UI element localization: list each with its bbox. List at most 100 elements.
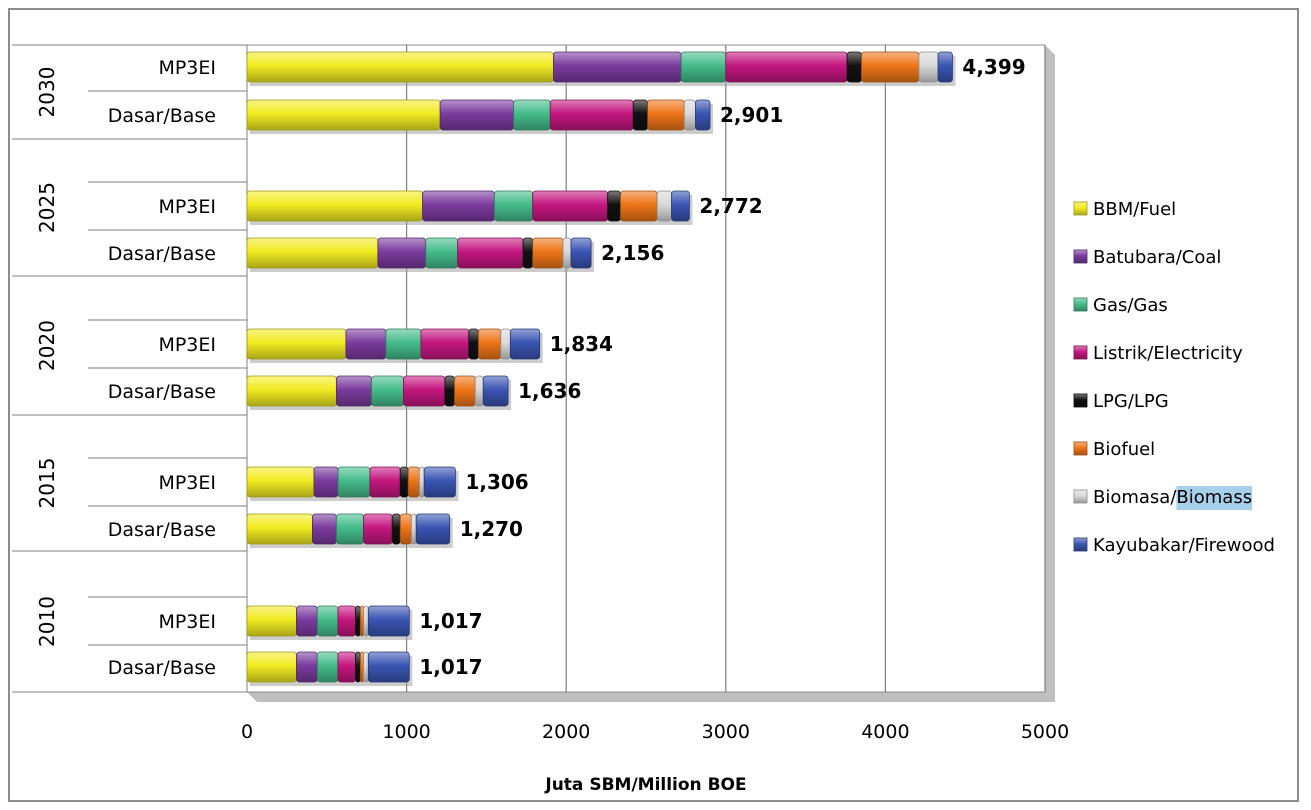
bar-segment-batubara-coal: [335, 375, 372, 407]
x-tick-label: 4000: [861, 721, 909, 743]
total-label: 2,156: [601, 241, 664, 265]
bar-segment-biofuel: [359, 651, 364, 683]
bar-segment-lpg-lpg: [468, 328, 479, 360]
year-label: 2010: [35, 596, 59, 647]
total-label: 2,901: [720, 103, 783, 127]
bar-segment-biomasa-biomass: [363, 651, 369, 683]
legend-label: Biofuel: [1093, 439, 1155, 460]
bar-segment-kayubakar-firewood: [367, 651, 410, 683]
bar-segment-listrik-electricity: [337, 651, 356, 683]
bar-segment-biofuel: [647, 99, 685, 131]
bar-segment-kayubakar-firewood: [509, 328, 541, 360]
bar-segment-batubara-coal: [312, 513, 337, 545]
bar-segment-bbm-fuel: [246, 651, 297, 683]
legend-swatch: [1073, 249, 1088, 264]
plot-right-wall: [1045, 45, 1055, 702]
bar-segment-kayubakar-firewood: [937, 51, 953, 83]
bar-segment-kayubakar-firewood: [423, 466, 456, 498]
year-label: 2025: [35, 182, 59, 233]
legend-label: Listrik/Electricity: [1093, 343, 1243, 364]
bar-segment-batubara-coal: [313, 466, 339, 498]
bar-segment-biomasa-biomass: [656, 190, 672, 222]
bar-segment-listrik-electricity: [369, 466, 401, 498]
bar-segment-batubara-coal: [296, 651, 318, 683]
legend-swatch: [1073, 537, 1088, 552]
year-label: 2020: [35, 320, 59, 371]
bar-segment-gas-gas: [316, 651, 339, 683]
total-label: 1,017: [419, 609, 482, 633]
legend-swatch: [1073, 297, 1088, 312]
legend-swatch: [1073, 441, 1088, 456]
bar-segment-biomasa-biomass: [683, 99, 696, 131]
bar-segment-biofuel: [454, 375, 476, 407]
bar-segment-biofuel: [861, 51, 920, 83]
bar-segment-batubara-coal: [422, 190, 495, 222]
bar-segment-gas-gas: [371, 375, 404, 407]
category-label: MP3EI: [158, 196, 216, 218]
bar-segment-bbm-fuel: [246, 99, 441, 131]
bar-segment-gas-gas: [425, 237, 459, 269]
category-label: MP3EI: [158, 611, 216, 633]
bar-segment-bbm-fuel: [246, 51, 554, 83]
text-selection-highlight: [1176, 486, 1253, 510]
legend-swatch: [1073, 393, 1088, 408]
total-label: 1,834: [550, 332, 613, 356]
bar-segment-biomasa-biomass: [500, 328, 511, 360]
bar-segment-bbm-fuel: [246, 190, 423, 222]
bar-segment-gas-gas: [337, 466, 371, 498]
plot-area: [246, 44, 1046, 693]
bar-segment-kayubakar-firewood: [367, 605, 410, 637]
bar-segment-gas-gas: [513, 99, 551, 131]
bar-segment-bbm-fuel: [246, 466, 315, 498]
bar-segment-batubara-coal: [553, 51, 682, 83]
x-tick-label: 5000: [1021, 721, 1069, 743]
bar-segment-bbm-fuel: [246, 513, 313, 545]
x-axis-title: Juta SBM/Million BOE: [544, 775, 746, 795]
bar-segment-bbm-fuel: [246, 605, 297, 637]
bar-segment-lpg-lpg: [522, 237, 534, 269]
bar-segment-batubara-coal: [377, 237, 427, 269]
bar-segment-listrik-electricity: [363, 513, 393, 545]
bar-segment-biomasa-biomass: [418, 466, 425, 498]
total-label: 1,306: [465, 470, 528, 494]
bar-segment-biomasa-biomass: [410, 513, 417, 545]
year-label: 2015: [35, 458, 59, 509]
bar-segment-listrik-electricity: [337, 605, 356, 637]
total-label: 1,636: [518, 379, 581, 403]
bar-segment-biomasa-biomass: [363, 605, 369, 637]
x-tick-label: 0: [241, 721, 253, 743]
bar-segment-biomasa-biomass: [474, 375, 484, 407]
bar-segment-gas-gas: [385, 328, 422, 360]
bar-segment-biofuel: [359, 605, 364, 637]
bar-segment-biofuel: [399, 513, 412, 545]
bar-segment-listrik-electricity: [549, 99, 634, 131]
bar-segment-kayubakar-firewood: [695, 99, 711, 131]
category-label: Dasar/Base: [108, 243, 216, 265]
bar-segment-biofuel: [407, 466, 420, 498]
bar-segment-lpg-lpg: [391, 513, 401, 545]
bar-segment-listrik-electricity: [532, 190, 609, 222]
bar-segment-lpg-lpg: [399, 466, 409, 498]
legend-label: Gas/Gas: [1093, 295, 1168, 316]
bar-segment-biofuel: [620, 190, 658, 222]
legend-label: LPG/LPG: [1093, 391, 1169, 412]
bar-segment-kayubakar-firewood: [482, 375, 509, 407]
bar-segment-kayubakar-firewood: [570, 237, 592, 269]
bar-segment-listrik-electricity: [725, 51, 848, 83]
legend-label: Kayubakar/Firewood: [1093, 535, 1275, 556]
legend-label: BBM/Fuel: [1093, 199, 1176, 220]
bar-segment-bbm-fuel: [246, 375, 337, 407]
category-label: Dasar/Base: [108, 105, 216, 127]
bar-segment-biofuel: [478, 328, 502, 360]
bar-segment-listrik-electricity: [420, 328, 470, 360]
bar-segment-bbm-fuel: [246, 328, 347, 360]
bar-segment-batubara-coal: [439, 99, 514, 131]
x-tick-label: 3000: [702, 721, 750, 743]
bar-segment-gas-gas: [316, 605, 339, 637]
bar-segment-biofuel: [532, 237, 564, 269]
bar-segment-lpg-lpg: [632, 99, 648, 131]
legend-label: Batubara/Coal: [1093, 247, 1221, 268]
total-label: 1,270: [460, 517, 523, 541]
category-label: Dasar/Base: [108, 657, 216, 679]
bar-segment-biomasa-biomass: [918, 51, 939, 83]
